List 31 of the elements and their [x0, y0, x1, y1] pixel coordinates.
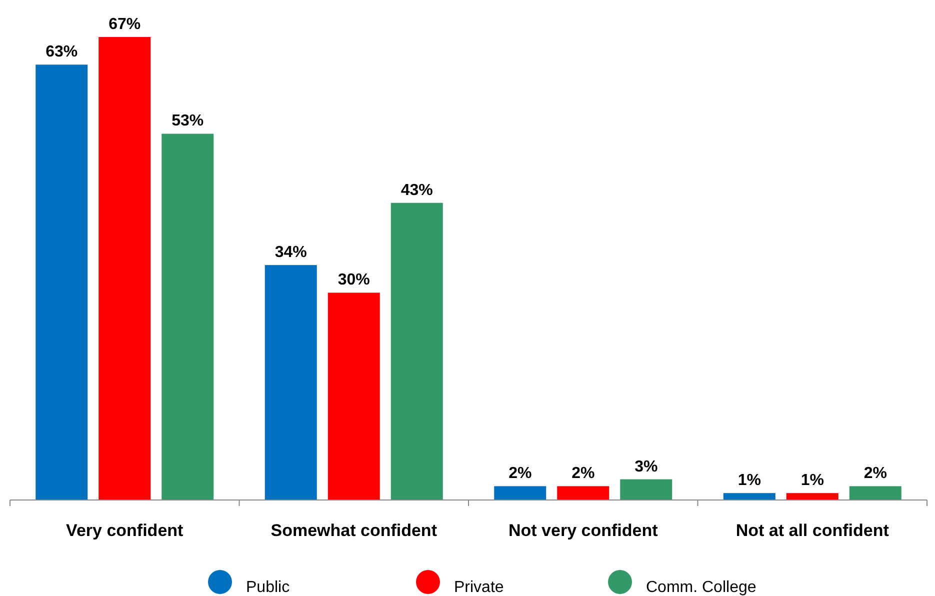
bar: [849, 486, 902, 500]
data-label: 1%: [738, 472, 761, 490]
bar: [620, 479, 672, 500]
data-label: 30%: [338, 272, 370, 289]
legend-label: Comm. College: [646, 579, 756, 596]
data-label: 34%: [274, 244, 307, 262]
data-label: 63%: [46, 44, 78, 61]
data-label: 43%: [400, 182, 433, 199]
bar: [328, 292, 380, 500]
data-label: 2%: [864, 465, 887, 482]
data-label: 3%: [634, 458, 658, 476]
x-tick-label: Not at all confident: [736, 521, 890, 540]
bar: [723, 493, 776, 500]
data-label: 2%: [572, 465, 595, 482]
bar: [264, 265, 317, 500]
x-tick-label: Not very confident: [508, 521, 658, 540]
data-label: 1%: [800, 472, 824, 490]
legend-label: Private: [454, 579, 504, 596]
bar: [36, 64, 88, 500]
bar: [390, 202, 443, 500]
bar: [162, 134, 214, 500]
bar: [98, 37, 151, 500]
bar: [557, 486, 610, 500]
data-label: 2%: [508, 465, 532, 482]
x-tick-label: Somewhat confident: [270, 521, 438, 540]
bar: [786, 493, 838, 500]
data-label: 67%: [108, 16, 141, 33]
x-tick-label: Very confident: [66, 521, 184, 540]
data-label: 53%: [172, 112, 204, 130]
legend-label: Public: [246, 579, 290, 596]
bar: [494, 486, 546, 500]
